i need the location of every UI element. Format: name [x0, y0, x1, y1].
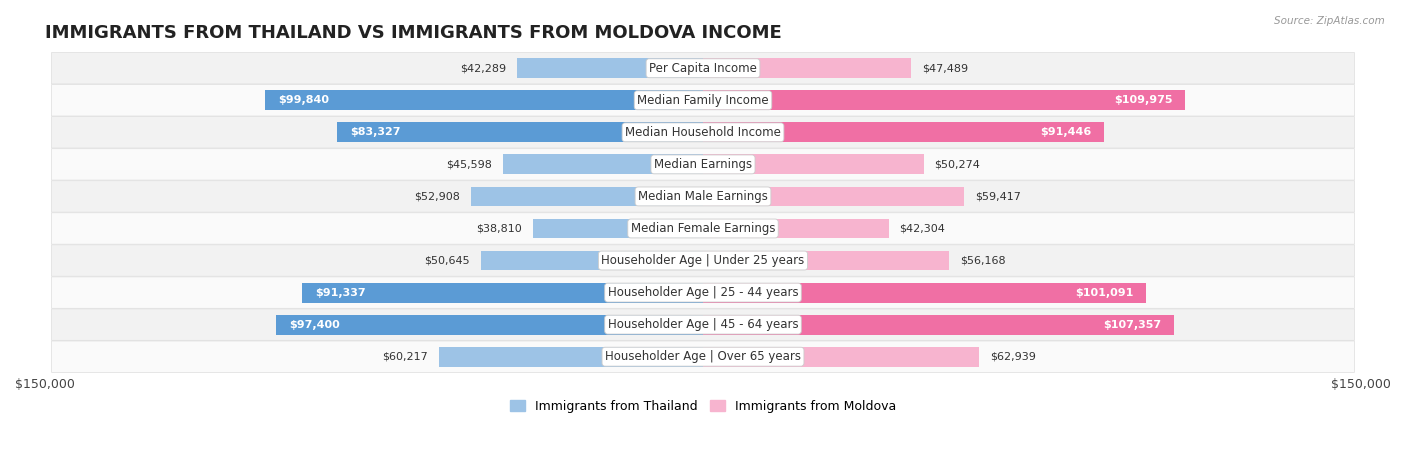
Legend: Immigrants from Thailand, Immigrants from Moldova: Immigrants from Thailand, Immigrants fro… [505, 395, 901, 417]
Text: Median Male Earnings: Median Male Earnings [638, 190, 768, 203]
Bar [517, 58, 703, 78]
FancyBboxPatch shape [52, 117, 1354, 148]
Bar [439, 347, 703, 367]
FancyBboxPatch shape [52, 53, 1354, 84]
Bar [703, 155, 924, 174]
Text: Householder Age | Under 25 years: Householder Age | Under 25 years [602, 254, 804, 267]
Text: Median Earnings: Median Earnings [654, 158, 752, 171]
Text: Median Family Income: Median Family Income [637, 94, 769, 107]
Bar [703, 347, 979, 367]
Text: $47,489: $47,489 [922, 63, 969, 73]
Text: $97,400: $97,400 [288, 319, 340, 330]
FancyBboxPatch shape [52, 309, 1354, 340]
Text: $107,357: $107,357 [1102, 319, 1161, 330]
Bar [276, 315, 703, 334]
FancyBboxPatch shape [52, 181, 1354, 212]
Bar [302, 283, 703, 303]
Text: $62,939: $62,939 [990, 352, 1036, 361]
Text: Median Household Income: Median Household Income [626, 126, 780, 139]
Text: IMMIGRANTS FROM THAILAND VS IMMIGRANTS FROM MOLDOVA INCOME: IMMIGRANTS FROM THAILAND VS IMMIGRANTS F… [45, 24, 782, 42]
Bar [503, 155, 703, 174]
Text: $59,417: $59,417 [974, 191, 1021, 201]
Text: Per Capita Income: Per Capita Income [650, 62, 756, 75]
Bar [703, 283, 1146, 303]
Text: $83,327: $83,327 [350, 127, 401, 137]
Text: Source: ZipAtlas.com: Source: ZipAtlas.com [1274, 16, 1385, 26]
Text: $60,217: $60,217 [382, 352, 427, 361]
Bar [703, 219, 889, 239]
Bar [703, 315, 1174, 334]
Text: $101,091: $101,091 [1076, 288, 1133, 297]
Bar [481, 251, 703, 270]
Text: $56,168: $56,168 [960, 255, 1007, 266]
Bar [264, 90, 703, 110]
Text: $42,289: $42,289 [460, 63, 506, 73]
Text: $91,446: $91,446 [1040, 127, 1091, 137]
FancyBboxPatch shape [52, 149, 1354, 180]
FancyBboxPatch shape [52, 245, 1354, 276]
Bar [703, 122, 1104, 142]
FancyBboxPatch shape [52, 85, 1354, 116]
Text: $38,810: $38,810 [477, 224, 522, 234]
Text: $42,304: $42,304 [900, 224, 945, 234]
Bar [337, 122, 703, 142]
Text: Householder Age | Over 65 years: Householder Age | Over 65 years [605, 350, 801, 363]
Bar [703, 186, 963, 206]
Text: $52,908: $52,908 [413, 191, 460, 201]
Bar [703, 251, 949, 270]
Text: $109,975: $109,975 [1114, 95, 1173, 105]
Text: $50,274: $50,274 [935, 159, 980, 170]
Text: Householder Age | 25 - 44 years: Householder Age | 25 - 44 years [607, 286, 799, 299]
FancyBboxPatch shape [52, 277, 1354, 308]
FancyBboxPatch shape [52, 213, 1354, 244]
FancyBboxPatch shape [52, 341, 1354, 372]
Bar [703, 58, 911, 78]
Bar [703, 90, 1185, 110]
Text: $45,598: $45,598 [446, 159, 492, 170]
Bar [471, 186, 703, 206]
Text: $99,840: $99,840 [278, 95, 329, 105]
Bar [533, 219, 703, 239]
Text: Median Female Earnings: Median Female Earnings [631, 222, 775, 235]
Text: $50,645: $50,645 [425, 255, 470, 266]
Text: $91,337: $91,337 [315, 288, 366, 297]
Text: Householder Age | 45 - 64 years: Householder Age | 45 - 64 years [607, 318, 799, 331]
